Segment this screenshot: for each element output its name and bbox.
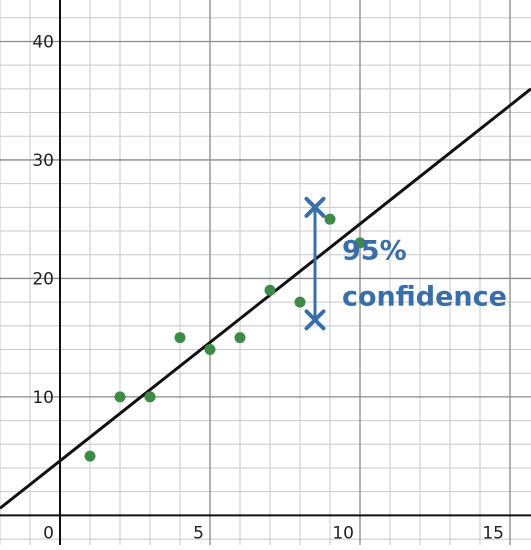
data-point xyxy=(264,284,276,296)
points-layer xyxy=(84,213,366,462)
cross-stroke xyxy=(304,309,326,331)
x-tick-label: 10 xyxy=(332,523,354,543)
data-point xyxy=(234,332,246,344)
data-point xyxy=(84,450,96,462)
data-point xyxy=(174,332,186,344)
data-point xyxy=(114,391,126,403)
tick-labels: 0 5 10 15 10 20 30 40 xyxy=(32,32,504,543)
y-tick-label: 10 xyxy=(32,388,54,408)
x-tick-label: 15 xyxy=(482,523,504,543)
confidence-label-line-2: confidence xyxy=(342,282,507,313)
data-point xyxy=(354,237,366,249)
y-tick-label: 20 xyxy=(32,269,54,289)
annotation-layer: 95% confidence xyxy=(304,196,507,331)
fit-line-layer xyxy=(0,87,531,510)
x-tick-label: 5 xyxy=(193,523,204,543)
lower-bound-cross xyxy=(304,309,326,331)
data-point xyxy=(294,296,306,308)
data-point xyxy=(144,391,156,403)
cross-stroke xyxy=(304,196,326,218)
confidence-label-line-1: 95% xyxy=(342,235,407,266)
data-point xyxy=(324,213,336,225)
y-tick-label: 30 xyxy=(32,151,54,171)
x-tick-label: 0 xyxy=(43,523,54,543)
y-tick-label: 40 xyxy=(32,32,54,52)
upper-bound-cross xyxy=(304,196,326,218)
data-point xyxy=(204,344,216,356)
regression-line xyxy=(0,87,531,510)
